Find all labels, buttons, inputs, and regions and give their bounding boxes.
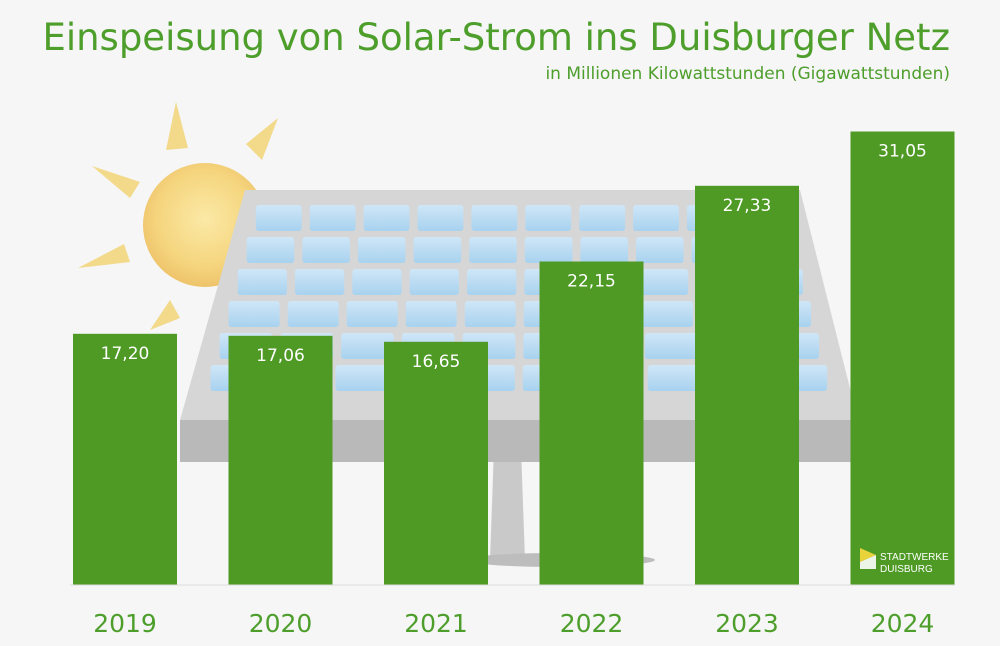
x-tick-label-2021: 2021 <box>404 609 468 638</box>
panel-cell <box>464 301 516 327</box>
data-label-2023: 27,33 <box>723 196 772 216</box>
panel-cell <box>302 237 350 263</box>
stadtwerke-logo: STADTWERKE DUISBURG <box>860 548 949 575</box>
data-label-2019: 17,20 <box>101 344 150 364</box>
panel-cell <box>246 237 295 263</box>
bar-2019 <box>73 333 177 585</box>
x-tick-label-2024: 2024 <box>871 609 935 638</box>
bar-2022 <box>539 261 644 585</box>
panel-cell <box>524 237 573 263</box>
panel-cell <box>633 205 679 231</box>
chart-title: Einspeisung von Solar-Strom ins Duisburg… <box>42 16 950 59</box>
logo-line-1: STADTWERKE <box>880 552 949 563</box>
panel-cell <box>469 237 517 263</box>
bar-2020 <box>228 335 333 585</box>
data-label-2024: 31,05 <box>878 142 927 162</box>
panel-cell <box>409 269 459 295</box>
bar-2021 <box>384 341 488 585</box>
panel-cell <box>363 205 410 231</box>
x-tick-label-2022: 2022 <box>560 609 624 638</box>
panel-cell <box>525 205 572 231</box>
panel-cell <box>237 269 287 295</box>
panel-cell <box>352 269 402 295</box>
panel-cell <box>346 301 398 327</box>
panel-cell <box>647 365 703 391</box>
panel-cell <box>228 301 280 327</box>
logo-line-2: DUISBURG <box>880 564 933 575</box>
panel-cell <box>357 237 406 263</box>
data-label-2021: 16,65 <box>412 352 461 372</box>
panel-cell <box>471 205 518 231</box>
panel-cell <box>580 237 628 263</box>
panel-cell <box>467 269 517 295</box>
bar-2024 <box>850 131 955 585</box>
panel-cell <box>636 237 684 263</box>
panel-cell <box>417 205 464 231</box>
x-tick-label-2020: 2020 <box>249 609 313 638</box>
panel-cell <box>255 205 302 231</box>
panel-cell <box>341 333 394 359</box>
panel-cell <box>579 205 626 231</box>
panel-cell <box>638 269 689 295</box>
data-label-2022: 22,15 <box>567 272 616 292</box>
panel-cell <box>644 333 698 359</box>
panel-cell <box>335 365 390 391</box>
panel-cell <box>295 269 345 295</box>
panel-cell <box>413 237 462 263</box>
panel-cell <box>405 301 457 327</box>
x-tick-label-2019: 2019 <box>93 609 157 638</box>
chart-subtitle: in Millionen Kilowattstunden (Gigawattst… <box>545 64 950 84</box>
x-tick-label-2023: 2023 <box>715 609 779 638</box>
panel-cell <box>287 301 339 327</box>
data-label-2020: 17,06 <box>256 346 305 366</box>
logo-mark-icon <box>860 548 876 562</box>
bar-2023 <box>695 185 799 586</box>
panel-cell <box>309 205 356 231</box>
panel-cell <box>641 301 693 327</box>
